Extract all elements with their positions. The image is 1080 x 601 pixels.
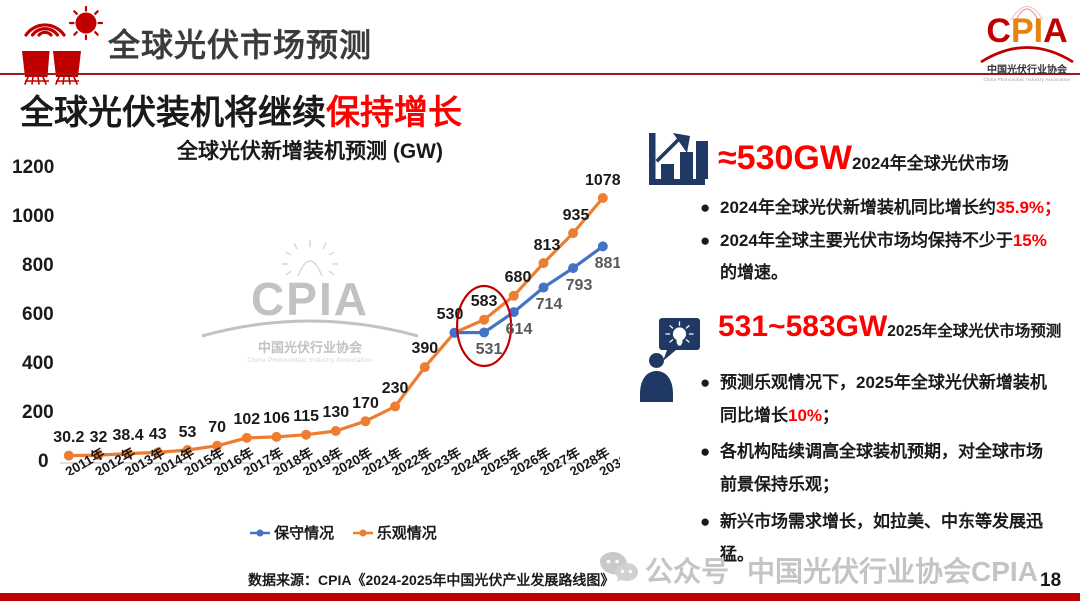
svg-text:43: 43 xyxy=(149,426,167,443)
svg-text:0: 0 xyxy=(38,451,49,472)
svg-text:130: 130 xyxy=(322,404,349,421)
svg-text:170: 170 xyxy=(352,395,379,412)
svg-text:813: 813 xyxy=(534,237,561,254)
svg-text:102: 102 xyxy=(233,411,260,428)
svg-text:1200: 1200 xyxy=(12,157,54,178)
svg-text:583: 583 xyxy=(471,293,498,310)
svg-text:390: 390 xyxy=(411,340,438,357)
svg-text:70: 70 xyxy=(208,419,226,436)
svg-text:106: 106 xyxy=(263,410,290,427)
svg-text:600: 600 xyxy=(22,304,54,325)
svg-text:30.2: 30.2 xyxy=(53,429,84,446)
svg-text:115: 115 xyxy=(293,408,319,425)
svg-text:935: 935 xyxy=(563,207,590,224)
svg-text:800: 800 xyxy=(22,255,54,276)
svg-text:38.4: 38.4 xyxy=(113,427,144,444)
svg-text:200: 200 xyxy=(22,402,54,423)
svg-text:714: 714 xyxy=(536,296,563,313)
svg-text:530: 530 xyxy=(437,306,464,323)
svg-text:680: 680 xyxy=(505,269,532,286)
svg-text:230: 230 xyxy=(382,380,409,397)
svg-text:1000: 1000 xyxy=(12,206,54,227)
svg-text:793: 793 xyxy=(566,277,593,294)
svg-text:400: 400 xyxy=(22,353,54,374)
svg-text:531: 531 xyxy=(476,341,503,358)
svg-text:53: 53 xyxy=(179,424,197,441)
svg-text:881: 881 xyxy=(595,255,620,272)
svg-text:1078: 1078 xyxy=(585,172,620,189)
svg-text:614: 614 xyxy=(506,321,533,338)
svg-text:32: 32 xyxy=(90,429,108,446)
